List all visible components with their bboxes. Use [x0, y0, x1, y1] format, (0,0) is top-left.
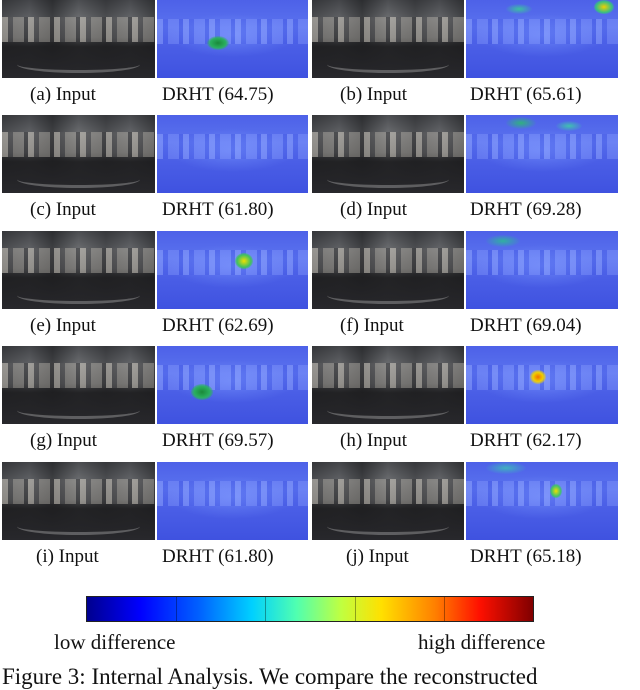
input-label-i: (i) Input — [36, 546, 99, 567]
difference-map-h — [466, 346, 618, 424]
difference-map-a — [157, 0, 308, 78]
input-label-b: (b) Input — [340, 84, 408, 105]
input-label-g: (g) Input — [30, 430, 98, 451]
drht-label-f: DRHT (69.04) — [470, 315, 582, 336]
input-image-d — [312, 115, 464, 193]
colorbar-tick — [443, 597, 445, 621]
input-image-f — [312, 231, 464, 309]
input-image-i — [2, 462, 155, 540]
low-difference-label: low difference — [54, 630, 176, 654]
drht-label-c: DRHT (61.80) — [162, 199, 274, 220]
hotspot — [486, 235, 520, 247]
input-label-j: (j) Input — [346, 546, 409, 567]
hotspot — [530, 370, 546, 384]
hotspot — [235, 253, 253, 269]
input-image-b — [312, 0, 464, 78]
input-label-c: (c) Input — [30, 199, 96, 220]
input-image-g — [2, 346, 155, 424]
hotspot — [556, 121, 582, 131]
difference-colorbar — [86, 596, 534, 622]
figure-caption: Figure 3: Internal Analysis. We compare … — [2, 664, 538, 689]
drht-label-b: DRHT (65.61) — [470, 84, 582, 105]
colorbar-tick — [354, 597, 356, 621]
drht-label-d: DRHT (69.28) — [470, 199, 582, 220]
input-label-d: (d) Input — [340, 199, 408, 220]
difference-map-e — [157, 231, 308, 309]
difference-map-i — [157, 462, 308, 540]
drht-label-e: DRHT (62.69) — [162, 315, 274, 336]
hotspot — [506, 4, 532, 14]
drht-label-i: DRHT (61.80) — [162, 546, 274, 567]
hotspot — [207, 36, 229, 50]
drht-label-g: DRHT (69.57) — [162, 430, 274, 451]
high-difference-label: high difference — [418, 630, 546, 654]
difference-map-g — [157, 346, 308, 424]
hotspot — [191, 384, 213, 400]
hotspot — [550, 484, 562, 498]
hotspot — [594, 0, 614, 14]
drht-label-a: DRHT (64.75) — [162, 84, 274, 105]
difference-map-c — [157, 115, 308, 193]
hotspot — [486, 462, 526, 474]
input-image-e — [2, 231, 155, 309]
difference-map-j — [466, 462, 618, 540]
input-image-c — [2, 115, 155, 193]
input-image-a — [2, 0, 155, 78]
colorbar-tick — [265, 597, 267, 621]
input-label-e: (e) Input — [30, 315, 96, 336]
input-image-h — [312, 346, 464, 424]
input-image-j — [312, 462, 464, 540]
input-label-a: (a) Input — [30, 84, 96, 105]
input-label-h: (h) Input — [340, 430, 408, 451]
difference-map-d — [466, 115, 618, 193]
difference-map-b — [466, 0, 618, 78]
drht-label-h: DRHT (62.17) — [470, 430, 582, 451]
hotspot — [506, 117, 536, 129]
difference-map-f — [466, 231, 618, 309]
drht-label-j: DRHT (65.18) — [470, 546, 582, 567]
input-label-f: (f) Input — [340, 315, 404, 336]
colorbar-tick — [176, 597, 178, 621]
